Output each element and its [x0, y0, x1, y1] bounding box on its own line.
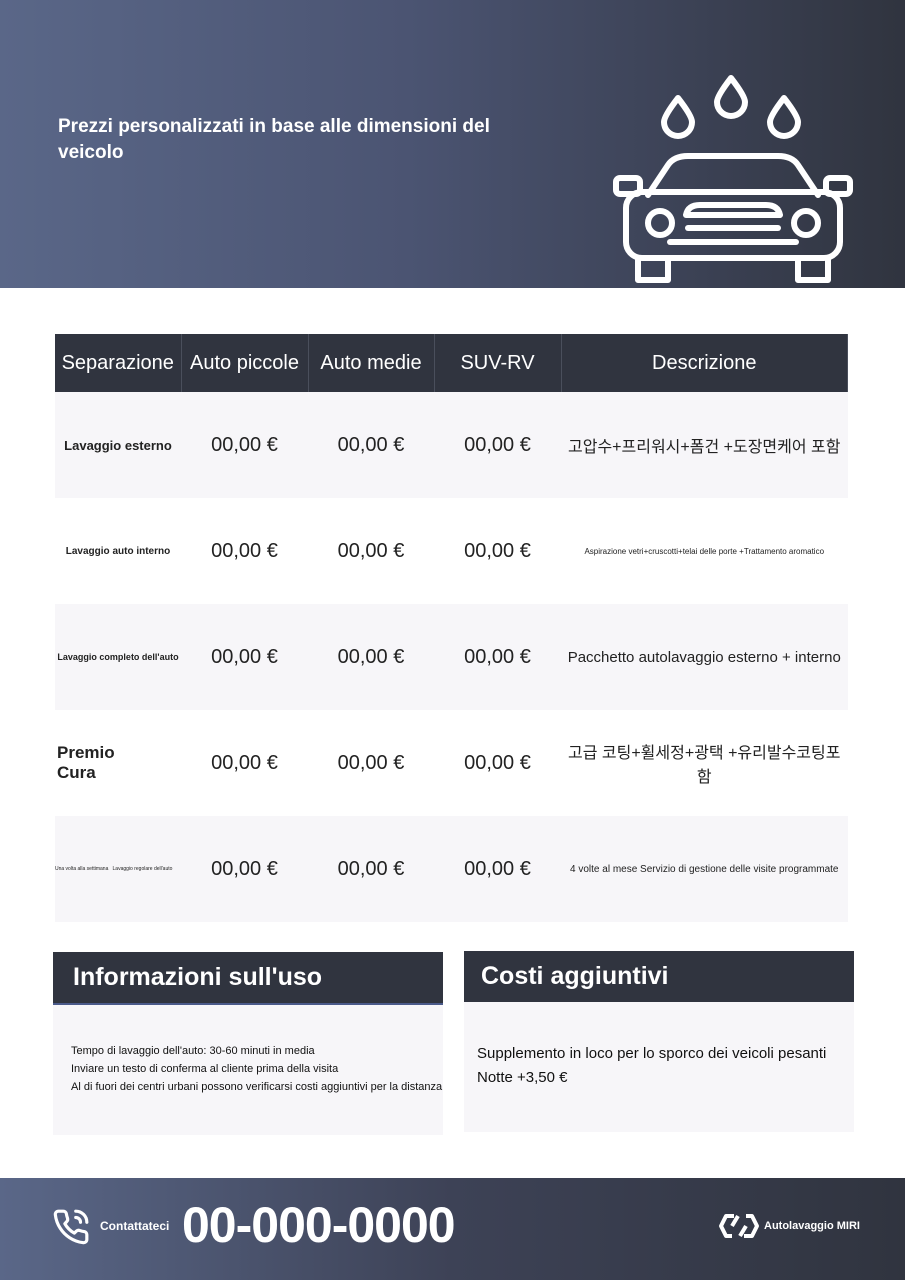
- info-line: Tempo di lavaggio dell'auto: 30-60 minut…: [71, 1045, 315, 1057]
- service-description: Aspirazione vetri+cruscotti+telai delle …: [584, 546, 825, 556]
- info-line: Al di fuori dei centri urbani possono ve…: [71, 1081, 443, 1093]
- price-medium: 00,00 €: [308, 604, 434, 710]
- table-row: Lavaggio auto interno 00,00 € 00,00 € 00…: [55, 498, 848, 604]
- page-title: Prezzi personalizzati in base alle dimen…: [58, 116, 490, 163]
- price-medium: 00,00 €: [308, 816, 434, 922]
- price-medium: 00,00 €: [308, 392, 434, 498]
- table-row: Lavaggio esterno 00,00 € 00,00 € 00,00 €…: [55, 392, 848, 498]
- table-row: Premio Cura 00,00 € 00,00 € 00,00 € 고급 코…: [55, 710, 848, 816]
- cost-line: Supplemento in loco per lo sporco dei ve…: [477, 1045, 827, 1062]
- price-medium: 00,00 €: [337, 539, 405, 562]
- service-description: Pacchetto autolavaggio esterno + interno: [561, 604, 848, 710]
- table-row: Una volta alla settimana Lavaggio regola…: [55, 816, 848, 922]
- price-small: 00,00 €: [181, 816, 308, 922]
- service-description: 4 volte al mese Servizio di gestione del…: [561, 816, 848, 922]
- info-line: Inviare un testo di conferma al cliente …: [71, 1063, 339, 1075]
- cost-line: Notte +3,50 €: [477, 1069, 568, 1086]
- header-auto-piccole: Auto piccole: [181, 334, 309, 392]
- service-name: Lavaggio esterno: [55, 392, 181, 498]
- brand-name: Autolavaggio MIRI: [764, 1220, 860, 1232]
- price-small: 00,00 €: [211, 539, 278, 562]
- price-suv: 00,00 €: [464, 751, 531, 774]
- brand-logo-icon: [719, 1214, 759, 1238]
- service-name: Lavaggio auto interno: [65, 545, 171, 557]
- price-small: 00,00 €: [211, 751, 278, 774]
- info-title: Informazioni sull'uso: [53, 952, 443, 1003]
- header-separazione: Separazione: [55, 334, 182, 392]
- costs-title: Costi aggiuntivi: [464, 951, 854, 1002]
- service-description: 고급 코팅+휠세정+광택 +유리발수코팅포함: [568, 745, 841, 786]
- price-small: 00,00 €: [181, 392, 308, 498]
- price-suv: 00,00 €: [464, 539, 531, 562]
- price-table: Separazione Auto piccole Auto medie SUV-…: [55, 334, 848, 922]
- price-suv: 00,00 €: [434, 604, 561, 710]
- info-panel: Informazioni sull'uso Tempo di lavaggio …: [53, 952, 443, 1135]
- service-description: 고압수+프리워시+폼건 +도장면케어 포함: [561, 392, 848, 498]
- car-wash-icon: [613, 75, 853, 283]
- service-name: Premio Cura: [57, 743, 115, 782]
- service-name: Una volta alla settimana Lavaggio regola…: [55, 816, 181, 922]
- table-row: Lavaggio completo dell'auto 00,00 € 00,0…: [55, 604, 848, 710]
- price-suv: 00,00 €: [434, 392, 561, 498]
- phone-number[interactable]: 00-000-0000: [182, 1197, 456, 1253]
- price-suv: 00,00 €: [434, 816, 561, 922]
- header-descrizione: Descrizione: [561, 334, 848, 392]
- service-name: Lavaggio completo dell'auto: [55, 604, 181, 710]
- hero-banner: Prezzi personalizzati in base alle dimen…: [0, 0, 905, 288]
- header-suv-rv: SUV-RV: [434, 334, 562, 392]
- phone-icon: [53, 1209, 89, 1245]
- price-small: 00,00 €: [181, 604, 308, 710]
- price-medium: 00,00 €: [337, 751, 405, 774]
- header-auto-medie: Auto medie: [308, 334, 435, 392]
- footer: Contattateci 00-000-0000 Autolavaggio MI…: [0, 1178, 905, 1280]
- costs-panel: Costi aggiuntivi Supplemento in loco per…: [464, 951, 854, 1132]
- contact-label: Contattateci: [100, 1219, 170, 1233]
